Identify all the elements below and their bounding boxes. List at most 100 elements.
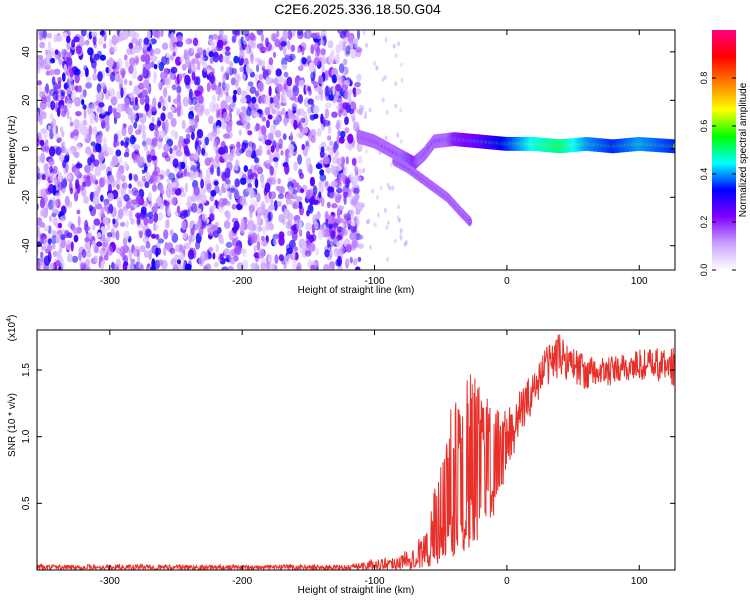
spectrogram-noise-cell [101, 144, 108, 155]
spectrogram-sparse-cell [361, 202, 365, 208]
spectrogram-noise-cell [82, 120, 88, 127]
spectrogram-noise-cell [298, 228, 303, 237]
spectrogram-noise-cell [260, 32, 264, 43]
spectrogram-noise-cell [314, 247, 320, 256]
spectrogram-noise-cell [305, 157, 312, 167]
spectrogram-y-axis-label: Frequency (Hz) [7, 116, 18, 185]
spectrogram-noise-cell [66, 109, 70, 120]
spectrogram-noise-cell [329, 241, 334, 248]
spectrogram-noise-cell [339, 119, 343, 130]
spectrogram-noise-cell [255, 148, 262, 156]
spectrogram-noise-cell [344, 116, 349, 125]
spectrogram-noise-cell [187, 195, 192, 207]
spectrogram-noise-cell [249, 32, 255, 41]
spectrogram-noise-cell [191, 57, 199, 65]
spectrogram-noise-cell [293, 119, 298, 130]
spectrogram-noise-cell [272, 237, 278, 246]
spectrogram-noise-cell [71, 90, 76, 101]
spectrogram-noise-cell [233, 220, 240, 231]
spectrogram-noise-cell [201, 148, 206, 156]
spectrogram-noise-cell [280, 150, 284, 156]
spectrogram-noise-cell [340, 239, 344, 250]
spectrogram-noise-cell [73, 234, 79, 243]
spectrogram-noise-cell [288, 185, 293, 196]
spectrogram-noise-cell [43, 238, 48, 247]
spectrogram-noise-cell [53, 176, 60, 185]
spectrogram-noise-cell [126, 47, 133, 56]
spectrogram-noise-cell [96, 232, 102, 239]
spectrogram-noise-cell [273, 200, 278, 211]
spectrogram-noise-cell [63, 64, 68, 73]
spectrogram-noise-cell [66, 87, 72, 95]
spectrogram-noise-cell [123, 254, 128, 265]
spectrogram-noise-cell [338, 40, 343, 51]
spectrogram-noise-cell [190, 64, 197, 73]
spectrogram-noise-cell [347, 133, 354, 144]
spectrogram-noise-cell [167, 95, 171, 103]
spectrogram-noise-cell [357, 155, 363, 164]
spectrogram-noise-cell [345, 177, 351, 185]
spectrogram-noise-cell [221, 34, 228, 42]
spectrogram-noise-cell [295, 196, 303, 202]
snr-x-tick-label: -300 [100, 576, 120, 587]
spectrogram-noise-cell [262, 240, 267, 247]
spectrogram-noise-cell [350, 198, 357, 206]
spectrogram-noise-cell [180, 245, 187, 251]
spectrogram-x-axis-label: Height of straight line (km) [298, 285, 415, 296]
spectrogram-noise-cell [51, 241, 56, 250]
spectrogram-noise-cell [57, 222, 63, 229]
spectrogram-noise-cell [246, 85, 250, 93]
spectrogram-noise-cell [123, 194, 130, 202]
spectrogram-y-tick-label: -40 [21, 238, 32, 253]
spectrogram-noise-cell [247, 130, 253, 136]
spectrogram-noise-cell [56, 250, 61, 260]
spectrogram-noise-cell [37, 63, 41, 74]
spectrogram-noise-cell [152, 174, 158, 182]
spectrogram-noise-cell [174, 44, 178, 55]
spectrogram-noise-cell [308, 61, 316, 73]
spectrogram-noise-cell [275, 68, 282, 77]
spectrogram-noise-cell [134, 148, 139, 155]
spectrogram-x-tick-label: -100 [365, 276, 385, 287]
spectrogram-noise-cell [111, 46, 118, 53]
spectrogram-noise-cell [97, 71, 103, 82]
spectrogram-noise-cell [123, 152, 130, 158]
spectrogram-noise-cell [124, 98, 130, 107]
spectrogram-noise-cell [95, 137, 101, 143]
spectrogram-noise-cell [344, 127, 350, 134]
spectrogram-noise-cell [220, 65, 224, 73]
spectrogram-noise-cell [256, 240, 261, 251]
spectrogram-noise-cell [52, 125, 57, 137]
spectrogram-noise-cell [292, 260, 297, 270]
spectrogram-noise-cell [349, 209, 355, 216]
spectrogram-noise-cell [105, 251, 109, 261]
spectrogram-noise-cell [300, 117, 306, 124]
spectrogram-noise-cell [356, 215, 360, 227]
spectrogram-noise-cell [246, 106, 252, 117]
spectrogram-noise-cell [128, 183, 132, 189]
spectrogram-noise-cell [211, 41, 215, 51]
spectrogram-noise-cell [298, 133, 304, 139]
spectrogram-noise-cell [75, 162, 83, 169]
spectrogram-noise-cell [283, 117, 288, 127]
spectrogram-noise-cell [42, 30, 48, 39]
spectrogram-noise-cell [194, 222, 199, 232]
spectrogram-noise-cell [73, 151, 80, 158]
spectrogram-noise-cell [324, 102, 332, 109]
spectrogram-sparse-cell [384, 135, 388, 141]
spectrogram-noise-cell [243, 165, 248, 173]
spectrogram-noise-cell [88, 231, 93, 240]
spectrogram-noise-cell [155, 242, 161, 248]
spectrogram-noise-cell [116, 171, 122, 180]
spectrogram-noise-cell [151, 233, 156, 239]
spectrogram-noise-cell [69, 187, 73, 195]
spectrogram-noise-cell [89, 154, 95, 163]
spectrogram-noise-cell [331, 203, 338, 209]
spectrogram-noise-cell [333, 222, 338, 229]
spectrogram-noise-cell [277, 178, 281, 185]
spectrogram-noise-cell [355, 47, 363, 53]
spectrogram-noise-cell [322, 156, 330, 165]
spectrogram-noise-cell [352, 258, 358, 266]
spectrogram-noise-cell [268, 204, 275, 211]
